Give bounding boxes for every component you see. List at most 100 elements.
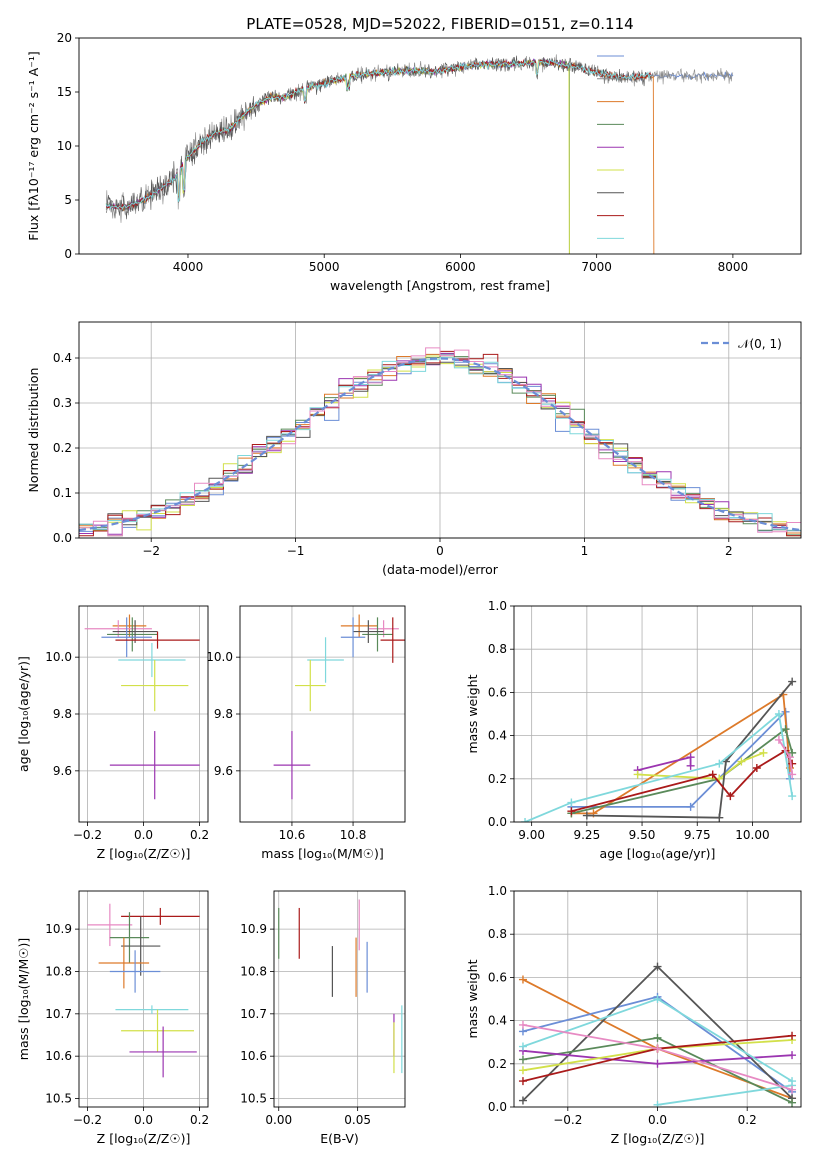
weight-marker-8-0 [653,1100,662,1107]
y-tick-label: 10.0 [45,650,72,664]
chart-title: PLATE=0528, MJD=52022, FIBERID=0151, z=0… [246,15,633,33]
x-axis-label: age [log₁₀(age/yr)] [600,846,716,861]
series-line-8 [105,59,652,210]
y-tick-label: 9.6 [53,764,72,778]
x-tick-label: 0.2 [190,1113,209,1127]
histogram-7 [79,356,801,531]
weight-marker-7-2 [715,759,724,768]
weight-marker-9-0 [518,1020,527,1029]
axes-frame [239,605,406,823]
y-tick-label: 10.6 [240,1049,267,1063]
y-axis-label: age [log₁₀(age/yr)] [16,656,31,772]
weight-marker-3-0 [518,1055,527,1064]
plot-area [278,899,403,1074]
x-tick-label: −2 [142,544,160,558]
y-tick-label: 10.8 [240,964,267,978]
weight-marker-5-3 [788,677,797,686]
y-tick-label: 0.1 [53,486,72,500]
weight-marker-3-2 [788,1098,797,1107]
weight-marker-7-4 [788,792,797,801]
chart-age-vs-mass: 10.6 10.8 9.6 9.8 10.0 mass [log₁₀(M/M☉)] [206,605,406,861]
x-axis-label: mass [log₁₀(M/M☉)] [261,846,383,861]
weight-marker-6-2 [788,1031,797,1040]
y-tick-label: 10.6 [45,1049,72,1063]
weight-marker-4-3 [759,748,768,757]
weight-marker-7-1 [653,995,662,1003]
weight-marker-8-1 [785,753,794,762]
y-tick-label: 10.7 [45,1007,72,1021]
chart-mass-vs-Z: −0.2 0.0 0.2 10.5 10.6 10.7 10.8 10.9 Z [log₁₀(Z… [16,890,209,1146]
weight-marker-6-1 [708,770,717,779]
normal-reference-curve [79,357,801,532]
weight-line-5 [586,681,793,819]
weight-marker-6-3 [752,764,761,772]
series-line-6 [105,55,652,220]
weight-marker-4-2 [737,757,746,766]
x-tick-label: 10.8 [340,828,367,842]
plot-area [521,677,797,822]
y-tick-label: 10.8 [45,964,72,978]
x-tick-label: 0 [436,544,444,558]
y-tick-label: 0.0 [488,1100,507,1114]
weight-marker-7-0 [521,818,530,822]
x-tick-label: 9.50 [629,828,656,842]
x-tick-label: 0.00 [265,1113,292,1127]
y-tick-label: 15 [57,85,72,99]
chart-age-vs-Z: −0.2 0.0 0.2 9.6 9.8 10.0 Z [log₁₀(Z/Z☉)] age [… [16,605,209,861]
series-line-3 [105,58,570,254]
y-tick-label: 0.2 [488,1057,507,1071]
weight-marker-3-2 [686,761,695,770]
x-tick-label: 10.00 [735,828,769,842]
y-tick-label: 10.5 [45,1092,72,1106]
weight-marker-6-0 [567,807,576,816]
plot-area [84,614,200,800]
x-axis-label: Z [log₁₀(Z/Z☉)] [97,1131,191,1146]
x-tick-label: 4000 [173,260,204,274]
axes-frame [513,605,802,823]
weight-marker-3-1 [653,1033,662,1042]
weight-line-2 [571,727,794,815]
y-axis-label: Flux [fλ10⁻¹⁷ erg cm⁻² s⁻¹ A⁻¹] [26,51,41,240]
x-axis-label: Z [log₁₀(Z/Z☉)] [97,846,191,861]
y-tick-label: 10.9 [45,922,72,936]
x-tick-label: −0.2 [73,1113,102,1127]
y-axis-label: mass weight [465,674,480,753]
y-tick-label: 0.6 [488,685,507,699]
y-tick-label: 0.0 [488,815,507,829]
weight-marker-7-0 [518,1042,527,1051]
weight-marker-9-1 [653,1044,662,1053]
x-tick-label: 1 [581,544,589,558]
x-tick-label: 0.05 [344,1113,371,1127]
y-tick-label: 9.6 [214,764,233,778]
x-axis-label: E(B-V) [320,1131,359,1146]
y-tick-label: 0.4 [53,351,72,365]
x-tick-label: −0.2 [553,1113,582,1127]
x-tick-label: −0.2 [73,828,102,842]
weight-marker-7-1 [567,798,576,807]
weight-marker-0-0 [518,975,527,984]
x-tick-label: 5000 [309,260,340,274]
y-tick-label: 0.2 [53,441,72,455]
y-axis-label: mass [log₁₀(M/M☉)] [16,938,31,1060]
chart-residuals: −2 −1 0 1 2 0.0 0.1 0.2 0.3 0.4 𝒩(0, 1) (data-model… [26,321,802,577]
x-axis-label: Z [log₁₀(Z/Z☉)] [611,1131,705,1146]
weight-marker-5-1 [715,813,724,822]
weight-marker-3-1 [686,753,695,762]
weight-marker-5-0 [582,811,591,820]
y-tick-label: 20 [57,31,72,45]
weight-marker-2-3 [788,748,797,757]
weight-marker-2-2 [781,725,790,734]
series-line-2 [106,58,655,254]
y-tick-label: 0.2 [488,772,507,786]
weight-marker-6-0 [518,1077,527,1086]
y-tick-label: 10.7 [240,1007,267,1021]
y-tick-label: 10.0 [206,650,233,664]
y-tick-label: 0.8 [488,642,507,656]
x-tick-label: 0.2 [738,1113,757,1127]
y-tick-label: 10.9 [240,922,267,936]
weight-line-4 [637,752,764,780]
histogram-8 [79,347,801,537]
axes-frame [273,890,406,1108]
chart-mass-vs-EBV: 0.00 0.05 10.5 10.6 10.7 10.8 10.9 E(B-V) [240,890,406,1146]
x-tick-label: 0.0 [648,1113,667,1127]
